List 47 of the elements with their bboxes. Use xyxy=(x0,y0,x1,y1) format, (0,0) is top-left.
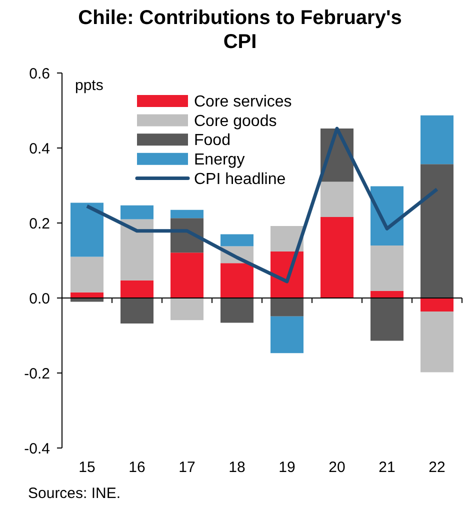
bar xyxy=(370,290,404,298)
y-tick-label: 0.4 xyxy=(29,140,50,158)
x-tick-label: 18 xyxy=(228,459,246,476)
bar xyxy=(220,234,254,246)
x-tick-label: 19 xyxy=(278,459,296,476)
x-tick-label: 22 xyxy=(428,459,446,476)
legend-label: Core services xyxy=(194,94,292,111)
x-tick-label: 17 xyxy=(178,459,196,476)
y-tick-label: 0.0 xyxy=(29,290,50,308)
bar xyxy=(420,298,454,312)
bar xyxy=(120,205,154,220)
bar xyxy=(420,164,454,298)
bar xyxy=(170,210,204,218)
legend-label: Energy xyxy=(194,152,245,168)
bar xyxy=(420,115,454,164)
bar xyxy=(70,202,104,257)
legend-label: Core goods xyxy=(194,112,277,130)
bar xyxy=(320,182,354,217)
y-tick-label: -0.4 xyxy=(24,440,50,458)
y-tick-label: 0.6 xyxy=(29,65,50,82)
legend-label: Food xyxy=(194,132,230,150)
x-tick-label: 20 xyxy=(328,459,346,476)
y-tick-label: -0.2 xyxy=(24,365,50,382)
bar xyxy=(220,263,254,298)
source-note: Sources: INE. xyxy=(28,485,121,502)
bar xyxy=(420,312,454,372)
bar xyxy=(120,298,154,324)
y-tick-label: 0.2 xyxy=(29,215,50,232)
bar xyxy=(320,217,354,298)
x-tick-label: 15 xyxy=(78,459,96,476)
legend-label: CPI headline xyxy=(194,170,286,188)
x-tick-label: 16 xyxy=(128,459,146,476)
bar xyxy=(120,280,154,298)
bar xyxy=(170,252,204,298)
bar xyxy=(120,219,154,280)
bar xyxy=(270,298,304,316)
bar xyxy=(70,298,104,302)
bar xyxy=(270,226,304,252)
bar xyxy=(370,246,404,291)
bar xyxy=(70,256,104,292)
bar xyxy=(170,298,204,320)
chart-title: Chile: Contributions to February's CPI xyxy=(78,7,402,53)
bar xyxy=(370,298,404,341)
bar xyxy=(220,298,254,323)
x-tick-label: 21 xyxy=(378,459,396,476)
bar xyxy=(270,316,304,354)
y-axis-title: ppts xyxy=(75,77,104,94)
